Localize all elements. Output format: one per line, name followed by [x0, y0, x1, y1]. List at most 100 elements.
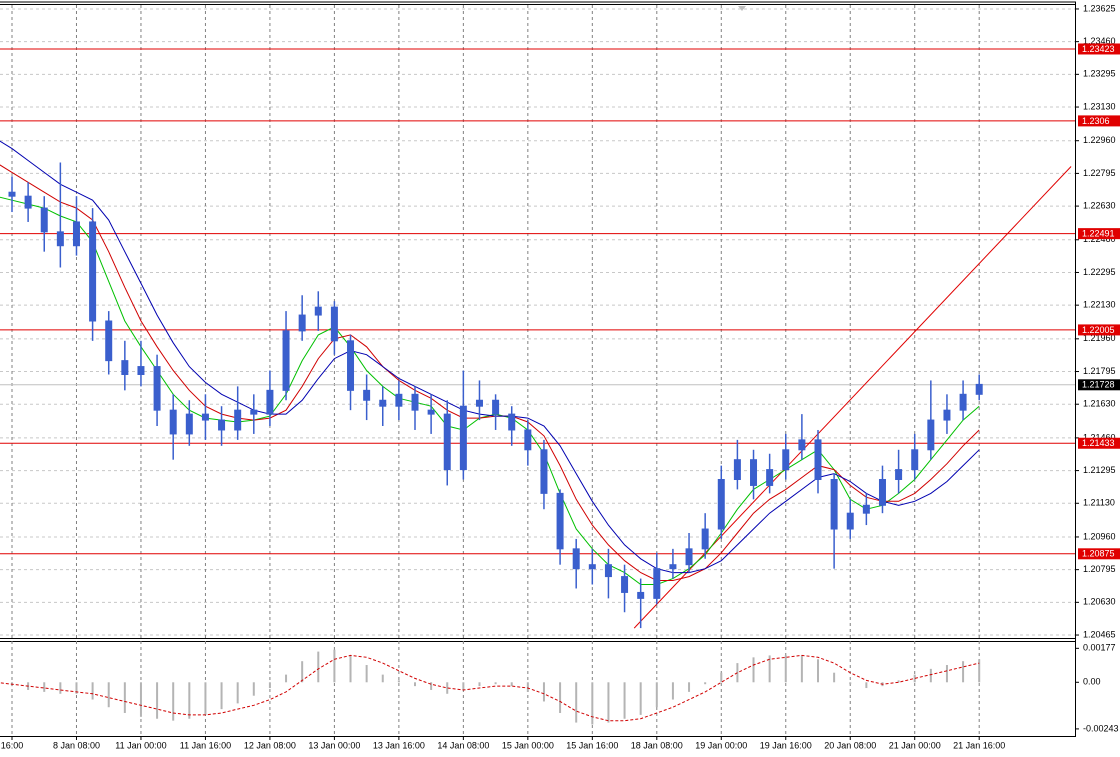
level-label-box: [1078, 548, 1120, 560]
level-label: 1.20875: [1082, 549, 1115, 559]
y-tick-label: 0.00: [1083, 677, 1101, 687]
candle-body: [717, 479, 725, 530]
candle-body: [8, 191, 16, 197]
x-tick-label: 19 Jan 00:00: [695, 740, 747, 750]
level-label-box: [1078, 437, 1120, 449]
level-label: 1.23423: [1082, 44, 1115, 54]
candle-body: [798, 439, 806, 451]
x-tick-label: 21 Jan 00:00: [889, 740, 941, 750]
x-tick-label: 14 Jan 08:00: [437, 740, 489, 750]
candle-body: [395, 393, 403, 407]
y-tick-label: 1.20795: [1083, 564, 1116, 574]
x-tick-label: 21 Jan 16:00: [953, 740, 1005, 750]
y-tick-label: 1.21295: [1083, 465, 1116, 475]
y-tick-label: 1.22630: [1083, 200, 1116, 210]
candle-body: [492, 399, 500, 415]
y-tick-label: 1.21130: [1083, 498, 1115, 508]
candle-body: [218, 419, 226, 431]
y-tick-label: 1.21960: [1083, 333, 1116, 343]
y-tick-label: 1.21460: [1083, 432, 1116, 442]
candle-body: [347, 340, 355, 391]
plot: [0, 48, 1075, 725]
level-label: 1.22491: [1082, 229, 1115, 239]
candle-body: [330, 306, 338, 342]
current-price-box: [1078, 379, 1120, 391]
candle-body: [701, 528, 709, 550]
y-tick-label: 1.22960: [1083, 135, 1116, 145]
candle-body: [250, 409, 258, 415]
candle-body: [185, 413, 193, 435]
candle-body: [379, 399, 387, 407]
candle-body: [572, 548, 580, 570]
y-tick-label: 1.22130: [1083, 300, 1116, 310]
x-tick-label: 13 Jan 16:00: [373, 740, 425, 750]
y-tick-label: 1.23130: [1083, 101, 1116, 111]
shift-marker: [738, 6, 746, 11]
candle-body: [427, 409, 435, 415]
level-label-box: [1078, 324, 1120, 336]
x-tick-label: 11 Jan 00:00: [115, 740, 166, 750]
candle-body: [459, 405, 467, 471]
candle-body: [121, 360, 129, 375]
candle-body: [830, 479, 838, 530]
y-tick-label: 1.20630: [1083, 597, 1116, 607]
candle-body: [89, 221, 97, 322]
y-tick-label: 1.23460: [1083, 36, 1116, 46]
candle-body: [105, 320, 113, 362]
candle-body: [72, 221, 80, 247]
x-tick-label: 15 Jan 16:00: [566, 740, 618, 750]
candle-body: [153, 366, 161, 411]
level-label: 1.22005: [1082, 325, 1115, 335]
trendline: [633, 166, 1072, 629]
candle-body: [733, 459, 741, 481]
signal-line: [0, 654, 980, 722]
candle-body: [443, 413, 451, 471]
level-label: 1.2306: [1082, 116, 1110, 126]
y-tick-label: -0.00243: [1083, 723, 1119, 733]
candle-body: [846, 512, 854, 530]
axis: 1.23625 1.23460 1.23295 1.23130 1.22960 1.227…: [1, 3, 1120, 750]
candle-body: [137, 366, 145, 375]
candle-body: [169, 409, 177, 435]
grid: [0, 5, 1075, 736]
candle-body: [653, 568, 661, 599]
candle-body: [959, 393, 967, 411]
candle-body: [298, 314, 306, 332]
candle-body: [750, 459, 758, 486]
candle-body: [604, 564, 612, 578]
y-tick-label: 0.00177: [1083, 643, 1116, 653]
y-tick-label: 1.21630: [1083, 399, 1116, 409]
candle-body: [878, 479, 886, 506]
x-tick-label: 18 Jan 08:00: [631, 740, 683, 750]
candle-body: [766, 469, 774, 486]
candle-body: [540, 449, 548, 494]
candle-body: [911, 449, 919, 471]
candle-body: [782, 449, 790, 471]
candle-body: [201, 413, 209, 421]
candle-body: [669, 564, 677, 570]
y-tick-label: 1.22795: [1083, 168, 1116, 178]
candle-body: [685, 548, 693, 566]
x-tick-label: 20 Jan 08:00: [824, 740, 876, 750]
y-tick-label: 1.20960: [1083, 531, 1116, 541]
level-label: 1.21433: [1082, 438, 1115, 448]
x-tick-label: 12 Jan 08:00: [244, 740, 296, 750]
candle-body: [943, 409, 951, 421]
x-tick-label: 11 Jan 16:00: [180, 740, 231, 750]
candle-body: [475, 399, 483, 407]
level-label-box: [1078, 228, 1120, 240]
candle-body: [363, 389, 371, 401]
y-tick-label: 1.20465: [1083, 629, 1116, 639]
candle-body: [621, 576, 629, 593]
x-tick-label: 8 Jan 08:00: [53, 740, 100, 750]
x-tick-label: 19 Jan 16:00: [760, 740, 812, 750]
level-label-box: [1078, 43, 1120, 55]
candle-body: [524, 429, 532, 451]
candle-body: [314, 306, 322, 316]
x-tick-label: 15 Jan 00:00: [502, 740, 554, 750]
candle-body: [40, 207, 48, 233]
candle-body: [266, 389, 274, 415]
candle-body: [282, 330, 290, 391]
candle-body: [927, 419, 935, 451]
